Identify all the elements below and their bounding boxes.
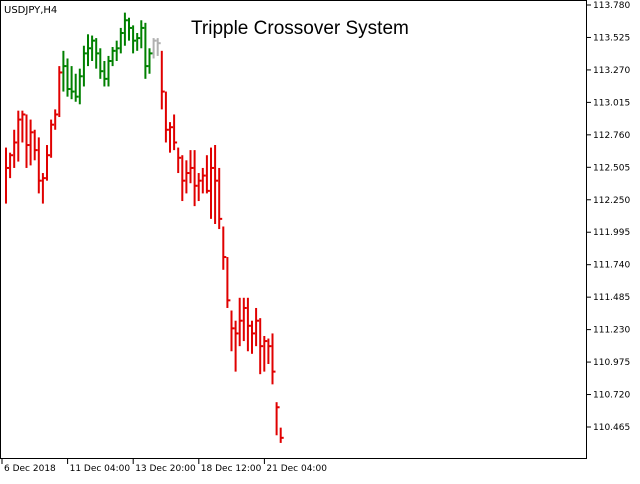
price-axis-label: 113.780 (593, 1, 630, 11)
price-bar (82, 45, 87, 87)
price-bars-group (5, 12, 284, 443)
price-axis-label: 112.760 (593, 131, 630, 141)
time-axis-label: 6 Dec 2018 (4, 464, 56, 474)
price-bar (238, 297, 243, 347)
time-axis-label: 21 Dec 04:00 (266, 464, 327, 474)
price-bar (91, 35, 96, 62)
price-bar (136, 33, 141, 51)
price-bar (95, 38, 100, 69)
price-bar (25, 114, 30, 168)
price-bar (197, 173, 202, 202)
price-bar (156, 38, 161, 56)
price-axis-label: 111.485 (593, 293, 630, 303)
time-axis-label: 13 Dec 20:00 (135, 464, 196, 474)
price-bar (46, 145, 50, 181)
price-axis-label: 110.720 (593, 391, 630, 401)
price-bar (119, 27, 124, 54)
price-bar (263, 335, 268, 372)
price-bar (111, 47, 116, 67)
price-bar (181, 155, 186, 202)
price-axis-label: 110.465 (593, 423, 630, 433)
price-axis-label: 113.525 (593, 33, 630, 43)
price-bar (152, 38, 157, 59)
price-axis-label: 111.995 (593, 228, 630, 238)
price-bar (107, 55, 112, 87)
price-bar (230, 310, 235, 352)
price-bar (13, 129, 18, 168)
price-bar (193, 150, 198, 207)
price-axis-label: 112.250 (593, 196, 630, 206)
price-bar (5, 147, 9, 204)
price-bar (99, 48, 104, 79)
price-bar (259, 318, 264, 375)
price-bar (201, 167, 206, 194)
price-bar (66, 58, 71, 97)
price-bar (9, 152, 14, 179)
price-axis-label: 112.505 (593, 163, 630, 173)
price-bar (271, 333, 276, 385)
price-bar (210, 147, 214, 219)
price-axis-label: 113.270 (593, 66, 630, 76)
price-bar (128, 17, 132, 41)
price-bar (58, 66, 63, 118)
price-bar (185, 160, 190, 194)
price-bar (140, 20, 145, 49)
price-bar (279, 427, 284, 443)
price-bar (160, 50, 165, 110)
price-bar (70, 66, 75, 100)
price-bar (123, 12, 128, 46)
price-bar (33, 129, 38, 161)
price-bar (242, 297, 247, 342)
price-bar (17, 110, 22, 162)
price-bar (103, 61, 108, 87)
price-bar (87, 34, 91, 67)
price-bar (37, 137, 42, 194)
price-bar (62, 50, 67, 92)
price-bar (251, 320, 255, 354)
price-bar (50, 119, 55, 158)
price-bar (177, 147, 182, 174)
price-bar (29, 119, 34, 166)
price-bar (144, 22, 149, 79)
price-bar (267, 338, 272, 364)
price-axis-label: 111.740 (593, 261, 630, 271)
price-bar (218, 167, 223, 230)
chart-frame (0, 0, 587, 459)
time-axis: 6 Dec 2018 11 Dec 04:00 13 Dec 20:00 18 Dec… (1, 458, 327, 474)
price-bar (205, 155, 210, 194)
price-bar (275, 402, 280, 436)
price-bar (115, 40, 120, 62)
price-bar (234, 320, 239, 372)
price-bar (21, 110, 26, 143)
price-bar (164, 91, 169, 143)
price-axis-label: 110.975 (593, 358, 630, 368)
chart-title: Tripple Crossover System (191, 18, 409, 39)
time-axis-label: 18 Dec 12:00 (201, 464, 262, 474)
price-bar (214, 145, 219, 224)
symbol-timeframe-label: USDJPY,H4 (4, 5, 57, 16)
price-bar (246, 297, 251, 352)
price-axis-label: 111.230 (593, 326, 630, 336)
price-bar (148, 48, 153, 74)
price-bar (54, 109, 59, 130)
price-bar (41, 173, 46, 204)
price-bar (226, 257, 231, 308)
price-bar (169, 122, 173, 153)
price-bar (74, 73, 79, 102)
price-axis-label: 113.015 (593, 98, 630, 108)
price-bar (173, 114, 178, 151)
price-bar (255, 307, 260, 347)
time-axis-label: 11 Dec 04:00 (70, 464, 131, 474)
price-bar (222, 226, 227, 270)
price-bar (189, 150, 194, 184)
price-bar (78, 68, 83, 105)
price-bar (132, 25, 137, 54)
price-axis: 113.780 113.525 113.270 113.015 112.760 112.5… (586, 1, 630, 433)
